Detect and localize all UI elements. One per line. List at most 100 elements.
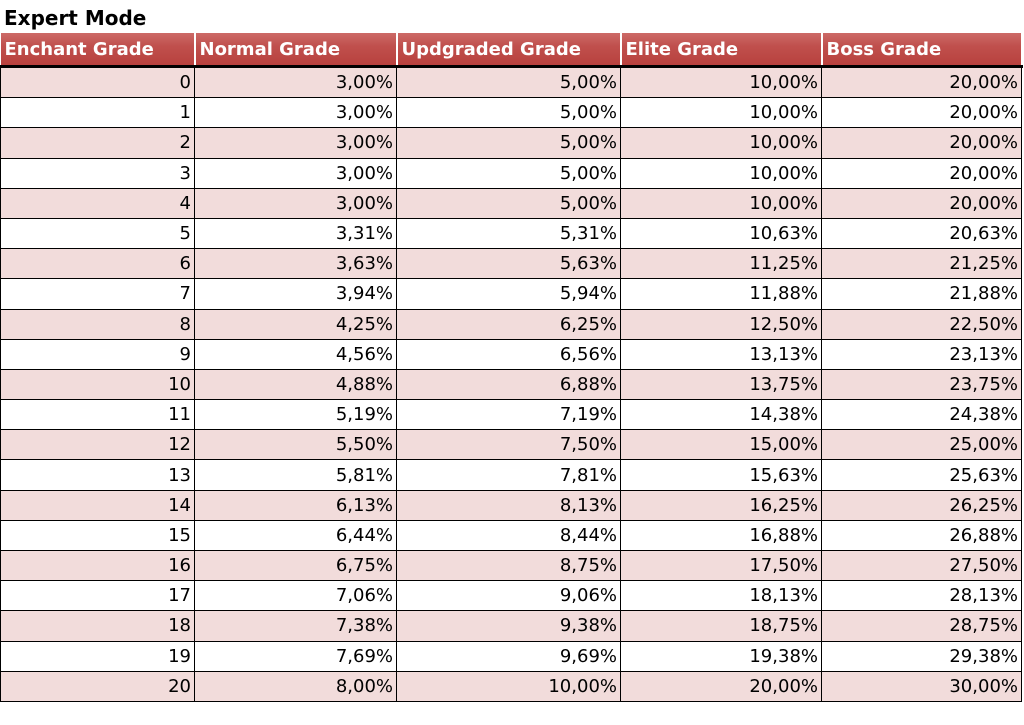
table-cell: 24,38% <box>821 399 1022 431</box>
table-cell: 21,25% <box>821 248 1022 280</box>
table-cell: 22,50% <box>821 308 1022 340</box>
table-cell: 3,63% <box>194 248 397 280</box>
table-cell: 15 <box>0 519 195 552</box>
table-cell: 14 <box>0 489 195 521</box>
table-cell: 6,88% <box>396 368 621 401</box>
table-cell: 30,00% <box>821 670 1022 702</box>
table-cell: 13,75% <box>620 368 822 401</box>
table-cell: 26,25% <box>821 489 1022 521</box>
table-cell: 5,00% <box>396 187 621 219</box>
table-cell: 19,38% <box>620 640 822 672</box>
table-cell: 11,25% <box>620 248 822 280</box>
table-cell: 8,00% <box>194 670 397 702</box>
table-cell: 5,00% <box>396 127 621 159</box>
column-header: Boss Grade <box>821 33 1023 68</box>
sheet-title: Expert Mode <box>4 6 147 30</box>
table-row: 6 3,63% 5,63% 11,25% 21,25% <box>0 248 1022 280</box>
table-cell: 20,00% <box>821 187 1022 219</box>
table-cell: 10,00% <box>620 127 822 159</box>
table-cell: 27,50% <box>821 549 1022 582</box>
table-cell: 11 <box>0 399 195 431</box>
table-cell: 3,31% <box>194 217 397 250</box>
table-cell: 3,94% <box>194 278 397 310</box>
table-row: 3 3,00% 5,00% 10,00% 20,00% <box>0 157 1022 189</box>
table-cell: 10 <box>0 368 195 401</box>
table-cell: 7,50% <box>396 429 621 461</box>
header-row: Enchant Grade Normal Grade Updgraded Grade… <box>0 33 1023 68</box>
table-cell: 0 <box>0 65 195 99</box>
table-cell: 2 <box>0 127 195 159</box>
table-cell: 3 <box>0 157 195 189</box>
table-cell: 17 <box>0 580 195 612</box>
table-cell: 9,38% <box>396 610 621 642</box>
table-cell: 5,81% <box>194 459 397 491</box>
table-cell: 3,00% <box>194 97 397 129</box>
table-cell: 3,00% <box>194 187 397 219</box>
table-cell: 10,00% <box>396 670 621 702</box>
table-cell: 15,63% <box>620 459 822 491</box>
table-row: 0 3,00% 5,00% 10,00% 20,00% <box>0 65 1022 99</box>
table-row: 4 3,00% 5,00% 10,00% 20,00% <box>0 187 1022 219</box>
table-cell: 18,75% <box>620 610 822 642</box>
table-cell: 4,56% <box>194 338 397 370</box>
table-cell: 5,31% <box>396 217 621 250</box>
table-cell: 20,00% <box>821 127 1022 159</box>
column-header: Updgraded Grade <box>396 33 622 68</box>
table-row: 9 4,56% 6,56% 13,13% 23,13% <box>0 338 1022 370</box>
table-cell: 18,13% <box>620 580 822 612</box>
column-header: Enchant Grade <box>0 33 196 68</box>
table-cell: 6,75% <box>194 549 397 582</box>
table-cell: 3,00% <box>194 157 397 189</box>
table-cell: 5,00% <box>396 157 621 189</box>
table-cell: 6,13% <box>194 489 397 521</box>
table-cell: 4 <box>0 187 195 219</box>
table-row: 5 3,31% 5,31% 10,63% 20,63% <box>0 217 1022 250</box>
table-row: 12 5,50% 7,50% 15,00% 25,00% <box>0 429 1022 461</box>
table-cell: 20 <box>0 670 195 702</box>
table-cell: 9,69% <box>396 640 621 672</box>
table-cell: 10,00% <box>620 187 822 219</box>
table-cell: 20,00% <box>821 157 1022 189</box>
table-cell: 15,00% <box>620 429 822 461</box>
table-cell: 25,63% <box>821 459 1022 491</box>
table-cell: 25,00% <box>821 429 1022 461</box>
table-cell: 11,88% <box>620 278 822 310</box>
table-row: 7 3,94% 5,94% 11,88% 21,88% <box>0 278 1022 310</box>
table-cell: 19 <box>0 640 195 672</box>
table-cell: 5,19% <box>194 399 397 431</box>
table-cell: 7,69% <box>194 640 397 672</box>
table-row: 10 4,88% 6,88% 13,75% 23,75% <box>0 368 1022 401</box>
table-cell: 5,50% <box>194 429 397 461</box>
table-cell: 28,13% <box>821 580 1022 612</box>
table-cell: 18 <box>0 610 195 642</box>
table-body: 0 3,00% 5,00% 10,00% 20,00% 1 3,00% 5,00% 10,00%… <box>0 65 1022 702</box>
table-cell: 16,88% <box>620 519 822 552</box>
column-header: Elite Grade <box>620 33 823 68</box>
table-cell: 29,38% <box>821 640 1022 672</box>
table-cell: 7,06% <box>194 580 397 612</box>
table-row: 13 5,81% 7,81% 15,63% 25,63% <box>0 459 1022 491</box>
table-row: 14 6,13% 8,13% 16,25% 26,25% <box>0 489 1022 521</box>
table-cell: 7,38% <box>194 610 397 642</box>
table-row: 2 3,00% 5,00% 10,00% 20,00% <box>0 127 1022 159</box>
table-cell: 8 <box>0 308 195 340</box>
table-row: 8 4,25% 6,25% 12,50% 22,50% <box>0 308 1022 340</box>
table-cell: 13 <box>0 459 195 491</box>
table-cell: 6,44% <box>194 519 397 552</box>
table-cell: 5 <box>0 217 195 250</box>
table-cell: 8,13% <box>396 489 621 521</box>
table-cell: 9 <box>0 338 195 370</box>
table-cell: 28,75% <box>821 610 1022 642</box>
table-cell: 3,00% <box>194 127 397 159</box>
table-cell: 20,00% <box>821 65 1022 99</box>
table-cell: 21,88% <box>821 278 1022 310</box>
grade-table: Enchant Grade Normal Grade Updgraded Grade… <box>0 33 1023 702</box>
table-cell: 1 <box>0 97 195 129</box>
table-cell: 5,63% <box>396 248 621 280</box>
table-cell: 6,56% <box>396 338 621 370</box>
table-cell: 6,25% <box>396 308 621 340</box>
column-header: Normal Grade <box>194 33 398 68</box>
table-row: 15 6,44% 8,44% 16,88% 26,88% <box>0 519 1022 552</box>
table-cell: 12,50% <box>620 308 822 340</box>
table-cell: 23,13% <box>821 338 1022 370</box>
